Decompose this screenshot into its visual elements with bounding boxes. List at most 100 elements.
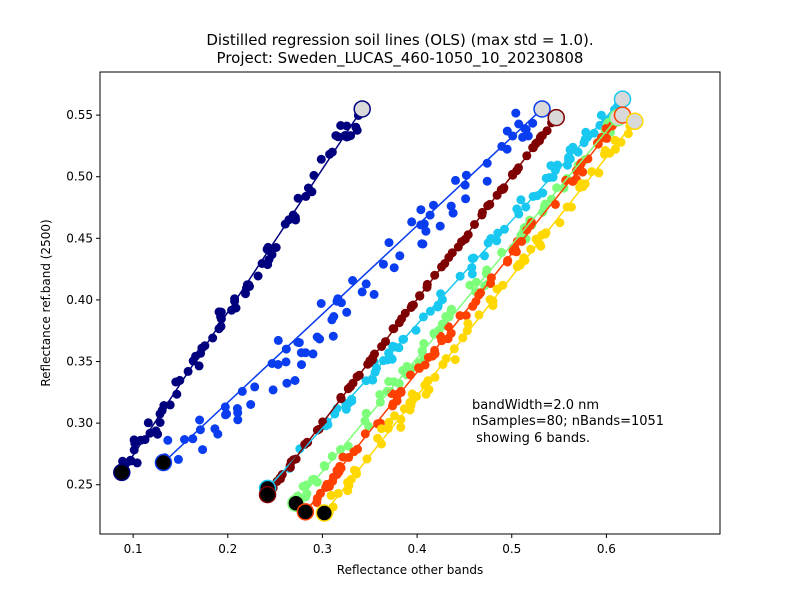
data-point xyxy=(308,349,318,359)
data-point xyxy=(594,168,604,178)
data-point xyxy=(414,363,423,373)
y-axis-label: Reflectance ref.band (2500) xyxy=(39,219,53,386)
data-point xyxy=(308,475,318,485)
data-point xyxy=(425,306,435,316)
line-end-marker xyxy=(547,108,565,127)
line-start-marker xyxy=(296,503,315,521)
data-point xyxy=(342,307,352,317)
data-point xyxy=(565,154,575,164)
data-point xyxy=(364,421,373,431)
data-point xyxy=(512,262,522,272)
x-tick-label: 0.3 xyxy=(313,542,332,556)
data-point xyxy=(516,195,526,205)
data-point xyxy=(143,418,153,428)
data-point xyxy=(526,244,536,254)
data-point xyxy=(296,348,306,358)
line-start-marker xyxy=(113,463,131,482)
regression-line xyxy=(304,114,624,513)
line-end-marker xyxy=(626,112,644,131)
data-point xyxy=(375,390,385,400)
data-point xyxy=(175,375,185,385)
data-point xyxy=(378,259,388,269)
data-point xyxy=(293,193,303,203)
annotation-box: bandWidth=2.0 nm nSamples=80; nBands=105… xyxy=(472,398,664,446)
data-point xyxy=(233,408,243,418)
data-point xyxy=(521,202,531,212)
data-point xyxy=(467,269,477,279)
data-point xyxy=(550,199,560,209)
data-point xyxy=(389,263,399,273)
y-tick-label: 0.45 xyxy=(66,231,93,245)
data-point xyxy=(198,445,208,455)
data-point xyxy=(384,417,394,427)
data-point xyxy=(351,466,361,476)
data-point xyxy=(578,167,588,177)
data-point xyxy=(480,251,489,261)
data-point xyxy=(482,158,492,168)
data-point xyxy=(395,251,405,261)
chart-subtitle: Project: Sweden_LUCAS_460-1050_10_202308… xyxy=(216,49,584,67)
regression-line xyxy=(162,108,543,464)
data-point xyxy=(281,344,291,354)
data-point xyxy=(316,299,326,308)
data-point xyxy=(441,312,451,321)
data-point xyxy=(195,425,205,435)
data-point xyxy=(331,131,341,141)
x-tick-label: 0.6 xyxy=(597,542,616,556)
data-point xyxy=(344,481,354,491)
scatter-layer xyxy=(118,101,638,518)
data-point xyxy=(230,294,240,304)
data-point xyxy=(333,488,343,498)
data-point xyxy=(237,386,247,396)
data-point xyxy=(518,132,528,142)
data-point xyxy=(460,234,470,244)
data-point xyxy=(451,175,460,185)
data-point xyxy=(528,118,538,128)
data-point xyxy=(361,279,371,289)
x-tick-label: 0.4 xyxy=(408,542,427,556)
data-point xyxy=(482,176,492,186)
data-point xyxy=(461,194,471,204)
data-point xyxy=(163,435,173,445)
data-point xyxy=(273,335,283,345)
data-point xyxy=(233,415,243,425)
data-point xyxy=(511,108,521,118)
data-point xyxy=(195,415,205,425)
data-point xyxy=(208,333,218,343)
annotation-line-3: showing 6 bands. xyxy=(472,431,590,446)
data-point xyxy=(474,310,484,320)
data-point xyxy=(555,218,565,228)
data-point xyxy=(421,226,431,236)
data-point xyxy=(220,402,230,412)
data-point xyxy=(460,180,470,190)
data-point xyxy=(213,429,223,439)
data-point xyxy=(129,445,139,455)
data-point xyxy=(419,339,429,348)
endpoint-layer xyxy=(113,90,644,522)
x-axis-ticks: 0.1 0.2 0.3 0.4 0.5 0.6 xyxy=(124,534,616,556)
data-point xyxy=(353,444,362,454)
data-point xyxy=(297,360,306,370)
data-point xyxy=(328,331,338,341)
data-point xyxy=(405,370,415,380)
data-point xyxy=(436,289,446,299)
data-point xyxy=(446,201,456,211)
line-start-marker xyxy=(315,504,334,522)
data-point xyxy=(241,289,250,299)
data-point xyxy=(514,119,524,129)
data-point xyxy=(545,173,555,182)
data-point xyxy=(357,287,367,297)
data-point xyxy=(194,361,204,371)
data-point xyxy=(214,324,224,334)
data-point xyxy=(351,122,361,132)
annotation-line-1: bandWidth=2.0 nm xyxy=(472,398,599,413)
data-point xyxy=(298,481,308,491)
data-point xyxy=(396,422,406,432)
data-point xyxy=(467,263,477,273)
data-point xyxy=(377,424,386,434)
data-point xyxy=(447,304,456,314)
x-tick-label: 0.2 xyxy=(218,542,237,556)
data-point xyxy=(327,451,337,461)
data-point xyxy=(405,398,415,408)
